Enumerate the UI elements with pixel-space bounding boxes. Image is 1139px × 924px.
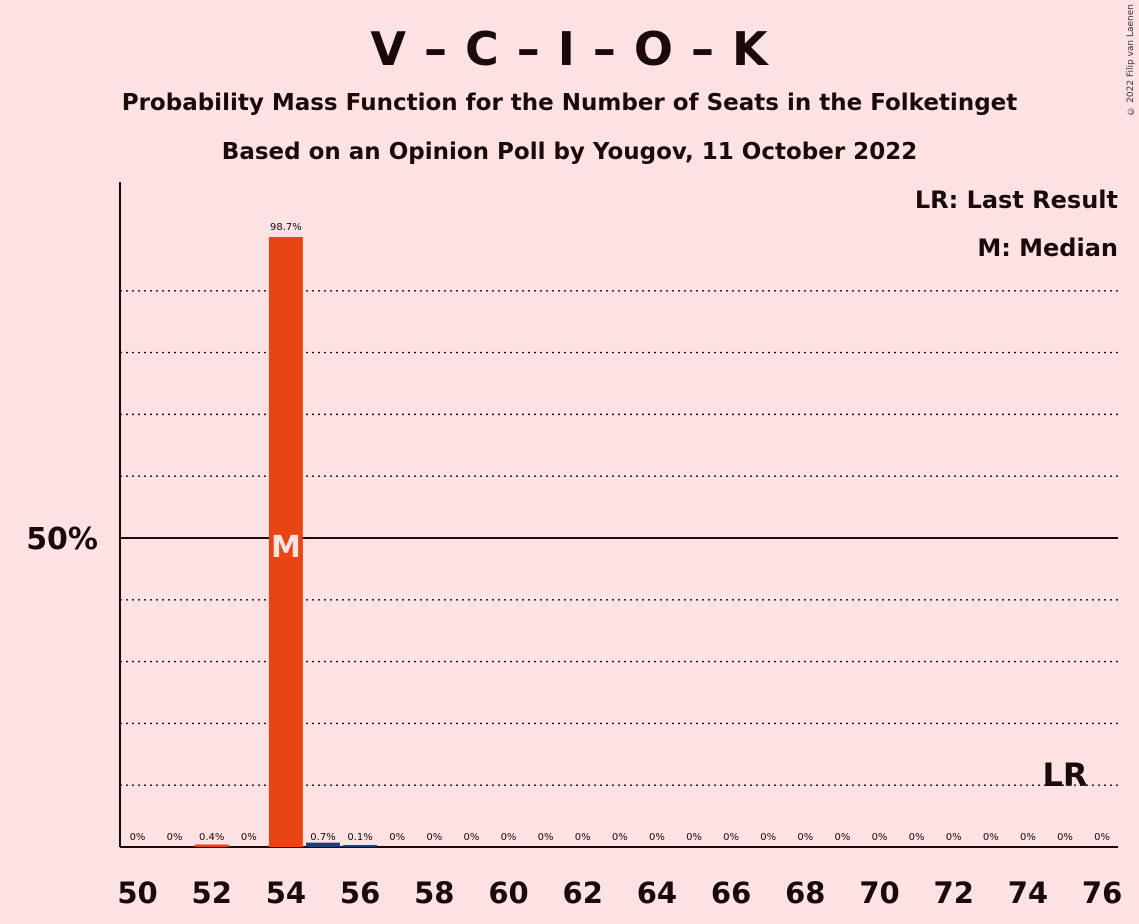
- data-label-seat-61: 0%: [538, 832, 554, 843]
- data-label-seat-56: 0.1%: [347, 832, 372, 843]
- x-tick-label-56: 56: [340, 876, 380, 910]
- legend-median: M: Median: [977, 234, 1118, 262]
- data-label-seat-71: 0%: [909, 832, 925, 843]
- data-label-seat-72: 0%: [946, 832, 962, 843]
- data-label-seat-60: 0%: [501, 832, 517, 843]
- chart-subtitle: Probability Mass Function for the Number…: [121, 90, 1018, 116]
- x-tick-label-64: 64: [637, 876, 677, 910]
- data-label-seat-69: 0%: [834, 832, 850, 843]
- data-label-seat-52: 0.4%: [199, 832, 224, 843]
- x-tick-label-70: 70: [859, 876, 899, 910]
- x-tick-label-52: 52: [192, 876, 232, 910]
- x-tick-label-60: 60: [488, 876, 528, 910]
- data-label-seat-65: 0%: [686, 832, 702, 843]
- bar-seat-54: [268, 237, 303, 848]
- x-tick-label-72: 72: [934, 876, 974, 910]
- data-label-seat-51: 0%: [167, 832, 183, 843]
- data-label-seat-57: 0%: [389, 832, 405, 843]
- bar-seat-52: [194, 844, 229, 847]
- bar-seat-56: [343, 845, 378, 847]
- data-label-seat-76: 0%: [1094, 832, 1110, 843]
- data-label-seat-67: 0%: [760, 832, 776, 843]
- chart-source: Based on an Opinion Poll by Yougov, 11 O…: [221, 139, 918, 165]
- chart-title: V – C – I – O – K: [370, 22, 769, 76]
- data-label-seat-63: 0%: [612, 832, 628, 843]
- data-label-seat-74: 0%: [1020, 832, 1036, 843]
- x-tick-label-66: 66: [711, 876, 751, 910]
- x-tick-label-62: 62: [563, 876, 603, 910]
- data-label-seat-55: 0.7%: [310, 832, 335, 843]
- data-label-seat-59: 0%: [463, 832, 479, 843]
- y-tick-label-50: 50%: [26, 522, 98, 557]
- data-label-seat-73: 0%: [983, 832, 999, 843]
- data-label-seat-58: 0%: [426, 832, 442, 843]
- bar-seat-55: [306, 842, 340, 847]
- data-label-seat-70: 0%: [872, 832, 888, 843]
- data-label-seat-68: 0%: [797, 832, 813, 843]
- data-label-seat-62: 0%: [575, 832, 591, 843]
- last-result-marker: LR: [1042, 756, 1087, 794]
- data-label-seat-64: 0%: [649, 832, 665, 843]
- x-tick-label-58: 58: [414, 876, 454, 910]
- x-tick-label-68: 68: [785, 876, 825, 910]
- median-marker: M: [271, 530, 301, 565]
- data-label-seat-66: 0%: [723, 832, 739, 843]
- x-tick-label-50: 50: [117, 876, 157, 910]
- legend-last-result: LR: Last Result: [914, 186, 1118, 214]
- x-tick-label-74: 74: [1008, 876, 1048, 910]
- x-tick-label-54: 54: [266, 876, 306, 910]
- data-label-seat-75: 0%: [1057, 832, 1073, 843]
- x-tick-label-76: 76: [1082, 876, 1122, 910]
- data-label-seat-53: 0%: [241, 832, 257, 843]
- data-label-seat-54: 98.7%: [270, 222, 302, 233]
- data-label-seat-50: 0%: [130, 832, 146, 843]
